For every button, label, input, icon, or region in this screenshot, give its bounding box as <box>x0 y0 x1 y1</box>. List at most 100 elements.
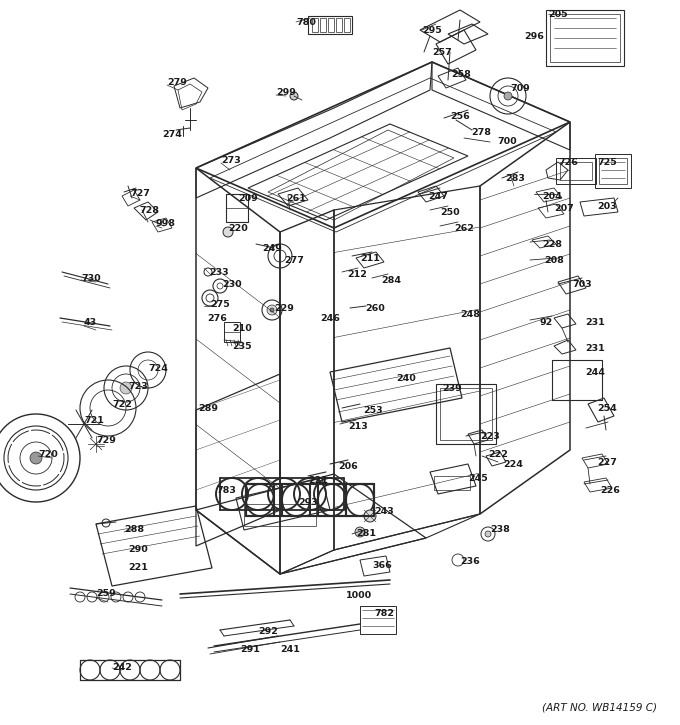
Bar <box>318 484 346 516</box>
Text: 709: 709 <box>510 83 530 93</box>
Bar <box>308 16 352 34</box>
Text: 211: 211 <box>360 254 380 262</box>
Text: 1000: 1000 <box>346 592 372 600</box>
Text: 725: 725 <box>597 157 617 167</box>
Bar <box>556 158 596 184</box>
Text: 249: 249 <box>262 244 282 252</box>
Text: 293: 293 <box>298 497 318 507</box>
Bar <box>224 322 240 342</box>
Bar <box>328 18 334 32</box>
Text: 231: 231 <box>585 344 605 352</box>
Circle shape <box>223 227 233 237</box>
Text: 290: 290 <box>128 545 148 555</box>
Text: 226: 226 <box>600 486 620 494</box>
Text: 235: 235 <box>232 341 252 350</box>
Text: 260: 260 <box>365 304 385 312</box>
Text: 253: 253 <box>363 405 383 415</box>
Text: 238: 238 <box>490 526 510 534</box>
Bar <box>599 158 627 184</box>
Circle shape <box>120 382 132 394</box>
Text: 726: 726 <box>558 157 578 167</box>
Bar <box>346 484 374 516</box>
Text: 245: 245 <box>468 473 488 483</box>
Bar <box>312 18 318 32</box>
Circle shape <box>30 452 42 464</box>
Text: 366: 366 <box>372 561 392 571</box>
Text: 206: 206 <box>338 462 358 471</box>
Text: 276: 276 <box>207 313 227 323</box>
Text: 723: 723 <box>128 381 148 391</box>
Bar <box>546 10 624 66</box>
Text: 43: 43 <box>84 318 97 326</box>
Text: 231: 231 <box>585 318 605 326</box>
Circle shape <box>355 527 365 537</box>
Text: 208: 208 <box>544 255 564 265</box>
Text: 204: 204 <box>542 191 562 201</box>
Bar <box>244 504 316 526</box>
Text: 223: 223 <box>480 431 500 441</box>
Text: 724: 724 <box>148 363 168 373</box>
Text: 721: 721 <box>84 415 104 425</box>
Bar <box>552 360 602 400</box>
Text: 295: 295 <box>422 25 442 35</box>
Text: 727: 727 <box>130 188 150 197</box>
Text: 273: 273 <box>221 155 241 165</box>
Text: 299: 299 <box>276 88 296 96</box>
Text: 288: 288 <box>124 526 144 534</box>
Text: 728: 728 <box>139 205 159 215</box>
Text: 281: 281 <box>356 529 376 539</box>
Bar <box>246 484 274 516</box>
Text: 257: 257 <box>432 48 452 57</box>
Bar <box>595 154 631 188</box>
Text: 221: 221 <box>308 476 328 484</box>
Text: 262: 262 <box>454 223 474 233</box>
Text: 229: 229 <box>274 304 294 312</box>
Text: 274: 274 <box>162 130 182 138</box>
Text: 254: 254 <box>597 404 617 413</box>
Text: 722: 722 <box>112 399 132 408</box>
Text: 782: 782 <box>374 610 394 618</box>
Bar <box>550 14 620 62</box>
Text: 240: 240 <box>396 373 415 383</box>
Text: 239: 239 <box>442 384 462 392</box>
Circle shape <box>290 92 298 100</box>
Bar <box>434 476 470 490</box>
Text: 275: 275 <box>210 299 230 309</box>
Text: 783: 783 <box>216 486 236 494</box>
Text: 250: 250 <box>440 207 460 217</box>
Bar <box>436 384 496 444</box>
Text: 246: 246 <box>320 313 340 323</box>
Text: 780: 780 <box>296 17 316 27</box>
Text: 258: 258 <box>451 70 471 78</box>
Text: 278: 278 <box>471 128 491 136</box>
Text: 284: 284 <box>381 276 401 284</box>
Text: 291: 291 <box>240 645 260 655</box>
Text: 703: 703 <box>572 280 592 289</box>
Text: 210: 210 <box>232 323 252 333</box>
Text: 247: 247 <box>428 191 448 201</box>
Text: 283: 283 <box>505 173 525 183</box>
Text: 241: 241 <box>280 645 300 655</box>
Circle shape <box>485 531 491 537</box>
Text: 296: 296 <box>524 31 544 41</box>
Text: 227: 227 <box>597 457 617 466</box>
Text: 720: 720 <box>38 450 58 458</box>
Bar <box>344 18 350 32</box>
Text: 205: 205 <box>548 9 568 19</box>
Text: (ART NO. WB14159 C): (ART NO. WB14159 C) <box>543 703 658 713</box>
Text: 700: 700 <box>497 136 517 146</box>
Bar <box>336 18 342 32</box>
Text: 228: 228 <box>542 239 562 249</box>
Text: 730: 730 <box>81 273 101 283</box>
Text: 209: 209 <box>238 194 258 202</box>
Text: 213: 213 <box>348 421 368 431</box>
Text: 242: 242 <box>112 663 132 673</box>
Text: 248: 248 <box>460 310 480 318</box>
Text: 222: 222 <box>488 450 508 458</box>
Text: 729: 729 <box>96 436 116 444</box>
Text: 261: 261 <box>286 194 306 202</box>
Bar <box>282 484 310 516</box>
Text: 230: 230 <box>222 280 241 289</box>
Bar <box>226 194 248 222</box>
Circle shape <box>270 308 274 312</box>
